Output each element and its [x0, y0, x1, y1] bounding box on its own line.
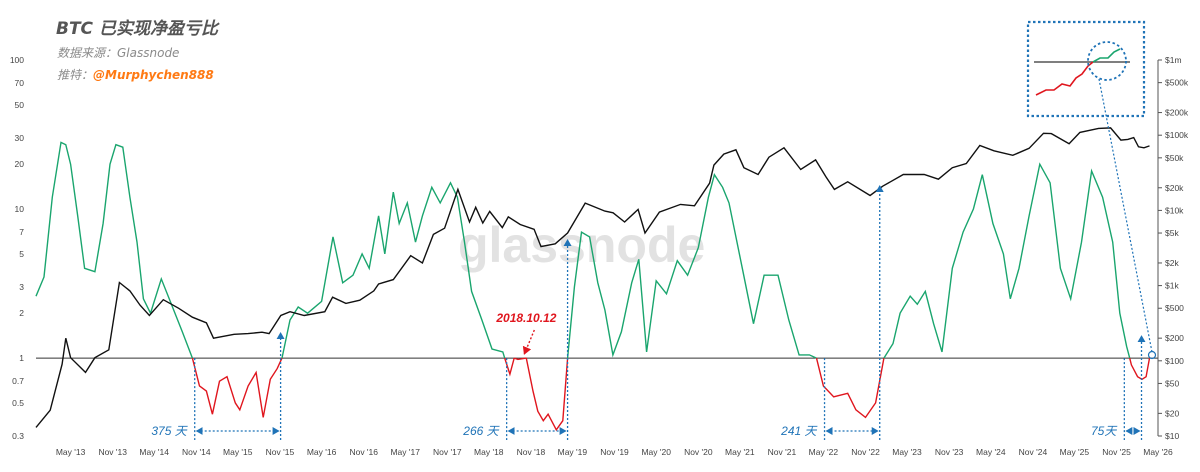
right-tick-label: $100k: [1165, 130, 1189, 140]
right-tick-label: $5k: [1165, 228, 1179, 238]
ratio-line-segment: [525, 357, 569, 432]
inset-red-line: [1035, 61, 1094, 96]
left-tick-label: 0.5: [12, 398, 24, 408]
data-source: 数据来源：Glassnode: [57, 46, 180, 60]
left-axis: 100 70 50 30 20 10 7 5 3 2 1 0.7 0.5 0.3: [10, 55, 24, 441]
callout-arrow: [522, 329, 535, 355]
left-tick-label: 70: [15, 78, 25, 88]
right-tick-label: $200: [1165, 333, 1184, 343]
period-duration-label: 75天: [1091, 424, 1118, 438]
left-tick-label: 3: [19, 282, 24, 292]
twitter-line: 推特：@Murphychen888: [57, 66, 214, 83]
watermark: glassnode: [458, 217, 705, 273]
x-tick-label: May '17: [390, 447, 420, 457]
ratio-line-segment: [566, 173, 817, 359]
x-tick-label: May '15: [223, 447, 253, 457]
left-tick-label: 0.3: [12, 431, 24, 441]
x-tick-label: Nov '25: [1102, 447, 1131, 457]
x-tick-label: Nov '23: [935, 447, 964, 457]
x-tick-label: May '14: [139, 447, 169, 457]
left-tick-label: 20: [15, 159, 25, 169]
x-tick-label: Nov '15: [266, 447, 295, 457]
x-tick-label: May '20: [641, 447, 671, 457]
right-tick-label: $50: [1165, 378, 1179, 388]
x-tick-label: Nov '16: [349, 447, 378, 457]
period-duration-label: 375 天: [151, 424, 188, 438]
period-duration-label: 266 天: [462, 424, 500, 438]
ratio-line-segment: [35, 141, 194, 359]
inset-target-dot: [1147, 350, 1157, 360]
left-tick-label: 50: [15, 100, 25, 110]
ratio-line-segment: [191, 357, 283, 418]
right-axis: $1m $500k $200k $100k $50k $20k $10k $5k $2k $1k $…: [1157, 55, 1189, 441]
x-tick-label: Nov '21: [768, 447, 797, 457]
right-tick-label: $1m: [1165, 55, 1182, 65]
x-tick-label: May '19: [558, 447, 588, 457]
chart-title: BTC 已实现净盈亏比: [56, 19, 218, 39]
x-tick-label: May '16: [307, 447, 337, 457]
ratio-line-segment: [1129, 357, 1151, 381]
x-tick-label: Nov '13: [98, 447, 127, 457]
inset-highlight-circle: [1087, 41, 1127, 81]
x-tick-label: Nov '17: [433, 447, 462, 457]
right-tick-label: $500k: [1165, 78, 1189, 88]
annotation-layer: 375 天 266 天 241 天 75天 2018.10.12: [151, 185, 1146, 440]
x-tick-label: May '25: [1060, 447, 1090, 457]
twitter-label: 推特：: [57, 68, 94, 82]
x-tick-label: Nov '18: [517, 447, 546, 457]
right-tick-label: $500: [1165, 303, 1184, 313]
price-line: [35, 127, 1150, 428]
ratio-line-segment: [281, 181, 506, 359]
left-tick-label: 10: [15, 204, 25, 214]
inset-green-line: [1092, 48, 1121, 63]
left-tick-label: 7: [19, 227, 24, 237]
right-tick-label: $10k: [1165, 205, 1184, 215]
left-tick-label: 2: [19, 308, 24, 318]
right-tick-label: $200k: [1165, 108, 1189, 118]
left-tick-label: 30: [15, 133, 25, 143]
ratio-line-segment: [815, 357, 885, 419]
left-tick-label: 100: [10, 55, 24, 65]
x-tick-label: May '21: [725, 447, 755, 457]
left-tick-label: 0.7: [12, 376, 24, 386]
right-tick-label: $100: [1165, 356, 1184, 366]
ratio-line-segment: [513, 357, 527, 361]
x-tick-label: May '13: [56, 447, 86, 457]
twitter-handle: @Murphychen888: [93, 68, 214, 82]
right-tick-label: $1k: [1165, 281, 1179, 291]
x-tick-label: Nov '22: [851, 447, 880, 457]
right-tick-label: $50k: [1165, 153, 1184, 163]
right-tick-label: $2k: [1165, 258, 1179, 268]
period-duration-label: 241 天: [780, 424, 818, 438]
x-tick-label: May '26: [1143, 447, 1173, 457]
right-tick-label: $20: [1165, 408, 1179, 418]
x-tick-label: Nov '19: [600, 447, 629, 457]
x-tick-label: May '24: [976, 447, 1006, 457]
x-tick-label: Nov '24: [1019, 447, 1048, 457]
series-layer: [35, 127, 1151, 432]
x-tick-label: May '22: [809, 447, 839, 457]
ratio-line-segment: [883, 162, 1131, 359]
x-tick-label: Nov '20: [684, 447, 713, 457]
left-tick-label: 1: [19, 353, 24, 363]
x-axis: May '13 Nov '13 May '14 Nov '14 May '15 Nov '…: [56, 447, 1173, 457]
left-tick-label: 5: [19, 249, 24, 259]
right-tick-label: $20k: [1165, 183, 1184, 193]
x-tick-label: Nov '14: [182, 447, 211, 457]
x-tick-label: May '18: [474, 447, 504, 457]
inset-zoom: [1026, 20, 1157, 360]
x-tick-label: May '23: [892, 447, 922, 457]
callout-label: 2018.10.12: [495, 311, 556, 325]
right-tick-label: $10: [1165, 431, 1179, 441]
